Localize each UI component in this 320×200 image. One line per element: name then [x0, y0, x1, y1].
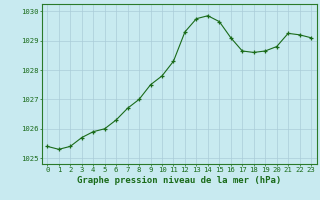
X-axis label: Graphe pression niveau de la mer (hPa): Graphe pression niveau de la mer (hPa)	[77, 176, 281, 185]
